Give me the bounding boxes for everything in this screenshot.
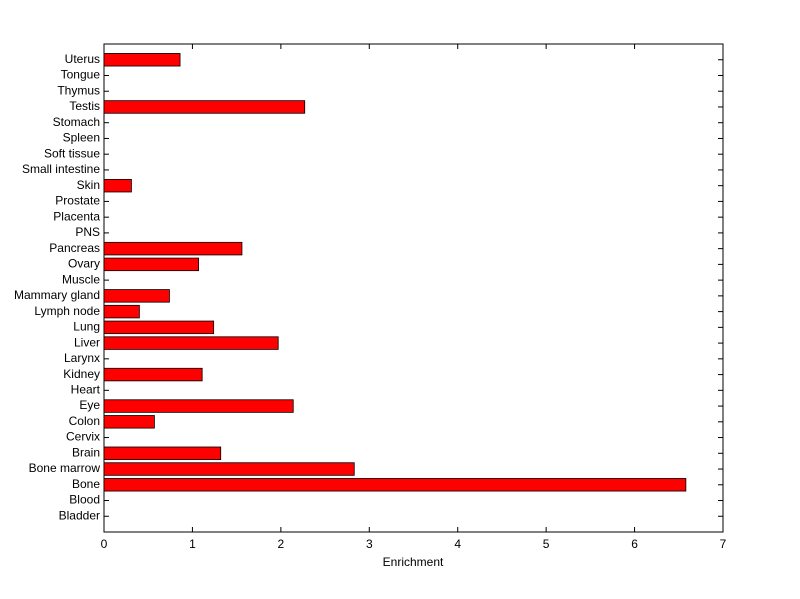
y-tick-label: Placenta (53, 209, 100, 223)
y-tick-label: Soft tissue (44, 146, 100, 160)
x-tick-label: 5 (543, 537, 550, 551)
y-tick-label: Eye (79, 398, 100, 412)
bar (103, 289, 170, 303)
x-tick-label: 3 (366, 537, 373, 551)
bar (103, 446, 222, 460)
y-tick-label: Liver (74, 335, 100, 349)
y-tick-label: PNS (75, 225, 100, 239)
y-tick-label: Brain (72, 445, 100, 459)
x-tick-label: 1 (189, 537, 196, 551)
y-tick-label: Skin (77, 178, 100, 192)
y-tick-label: Muscle (62, 272, 100, 286)
bar (103, 336, 279, 350)
bar (103, 367, 203, 382)
y-tick-label: Ovary (68, 257, 100, 271)
bar (103, 257, 200, 272)
bar (103, 241, 243, 256)
x-tick-label: 7 (720, 537, 727, 551)
y-tick-label: Larynx (64, 351, 100, 365)
y-tick-label: Bone (72, 477, 100, 491)
bar (103, 478, 687, 492)
y-tick-label: Spleen (63, 131, 100, 145)
bar (103, 462, 355, 476)
y-tick-label: Prostate (55, 194, 100, 208)
bar (103, 178, 132, 193)
bar (103, 100, 306, 114)
y-tick-label: Mammary gland (14, 288, 100, 302)
y-tick-label: Thymus (57, 83, 100, 97)
bar (103, 53, 181, 67)
y-tick-label: Lung (73, 320, 100, 334)
bar (103, 399, 294, 413)
y-tick-label: Uterus (65, 52, 100, 66)
x-tick-label: 0 (101, 537, 108, 551)
y-tick-label: Small intestine (22, 162, 100, 176)
y-tick-label: Testis (69, 99, 100, 113)
x-axis-label: Enrichment (383, 555, 444, 569)
y-tick-label: Stomach (53, 115, 100, 129)
y-tick-label: Colon (69, 414, 100, 428)
y-tick-label: Kidney (63, 367, 100, 381)
bar (103, 415, 155, 429)
y-tick-label: Lymph node (34, 304, 100, 318)
x-tick-label: 2 (278, 537, 285, 551)
bar (103, 304, 140, 319)
x-tick-label: 6 (631, 537, 638, 551)
y-tick-label: Bone marrow (29, 461, 101, 475)
y-tick-label: Bladder (59, 508, 100, 522)
y-tick-label: Heart (71, 382, 101, 396)
y-tick-label: Tongue (61, 68, 101, 82)
y-tick-label: Cervix (66, 430, 100, 444)
x-tick-label: 4 (454, 537, 461, 551)
bar (103, 320, 215, 335)
y-tick-label: Blood (69, 493, 100, 507)
y-tick-label: Pancreas (49, 241, 100, 255)
